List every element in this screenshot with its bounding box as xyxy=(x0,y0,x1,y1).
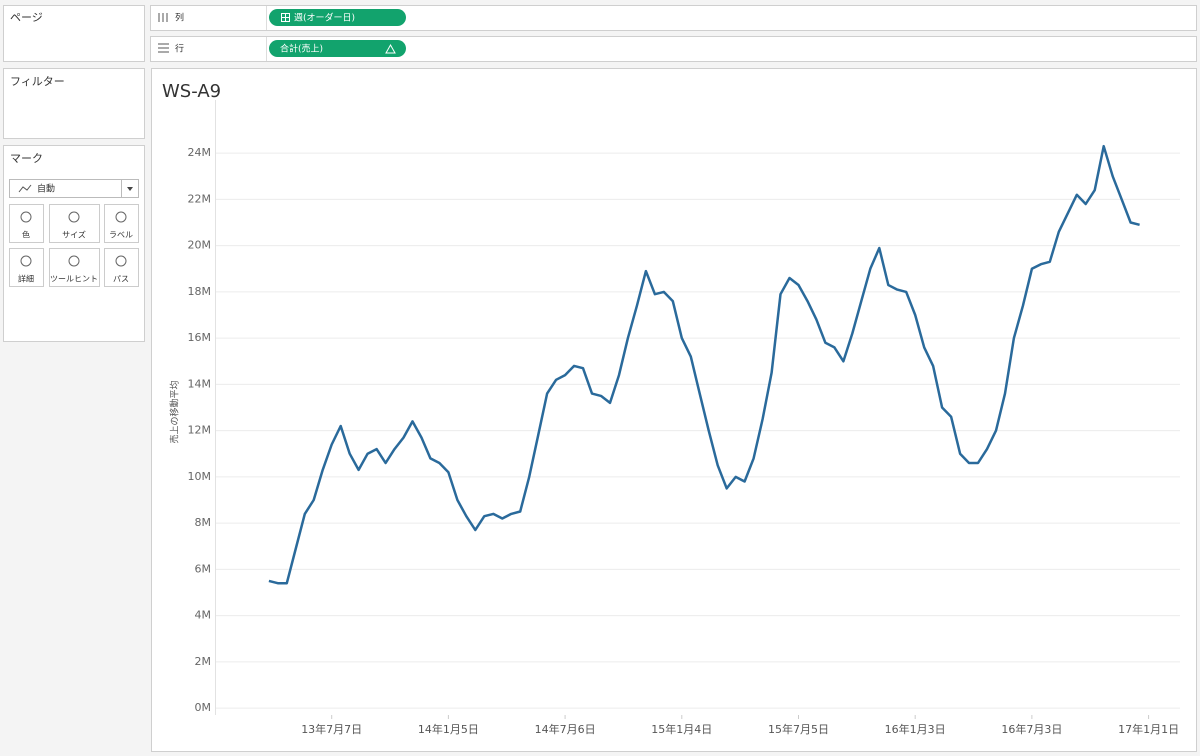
y-tick-label: 14M xyxy=(188,377,212,390)
mark-type-dropdown[interactable] xyxy=(9,179,139,198)
marks-card xyxy=(3,145,145,342)
series-line xyxy=(268,144,1140,585)
pill-date-icon xyxy=(281,13,290,22)
marks-title: マーク xyxy=(10,152,43,165)
mark-button[interactable] xyxy=(104,248,139,287)
x-tick-label: 14年1月5日 xyxy=(418,722,479,736)
y-tick-label: 4M xyxy=(195,609,212,622)
y-axis-title: 売上の移動平均 xyxy=(169,380,181,443)
y-tick-label: 24M xyxy=(188,146,212,159)
pages-title: ページ xyxy=(10,11,43,24)
table-calc-icon xyxy=(385,43,396,54)
y-tick-label: 0M xyxy=(195,701,212,714)
x-tick-label: 16年7月3日 xyxy=(1001,722,1062,736)
mark-button-label: 色 xyxy=(22,230,30,240)
y-tick-label: 6M xyxy=(195,562,212,575)
mark-button[interactable] xyxy=(9,248,44,287)
mark-button-icon xyxy=(20,255,32,267)
plot: 0M 2M 4M 6M 8M 10M 12M 14M 16M 18M 20M 22M 24M 13年7月7… xyxy=(188,100,1180,736)
mark-button[interactable] xyxy=(49,204,100,243)
mark-button-icon xyxy=(68,211,80,223)
x-tick-label: 17年1月1日 xyxy=(1118,722,1179,736)
columns-label: 列 xyxy=(175,12,184,24)
rows-label: 行 xyxy=(175,43,184,55)
columns-icon xyxy=(158,13,168,22)
x-tick-label: 13年7月7日 xyxy=(301,722,362,736)
line-icon xyxy=(18,184,32,193)
mark-button[interactable] xyxy=(9,204,44,243)
columns-pill[interactable] xyxy=(269,9,406,26)
y-tick-label: 22M xyxy=(188,192,212,205)
mark-button-label: サイズ xyxy=(62,230,86,240)
mark-button-label: ラベル xyxy=(109,231,133,240)
y-tick-label: 12M xyxy=(188,424,212,437)
rows-pill[interactable] xyxy=(269,40,406,57)
mark-type: 自動 xyxy=(37,183,55,195)
x-tick-label: 14年7月6日 xyxy=(535,722,596,736)
mark-button[interactable] xyxy=(49,248,100,287)
y-tick-label: 20M xyxy=(188,239,212,252)
filters-card xyxy=(3,68,145,139)
rows-icon xyxy=(158,43,169,53)
y-tick-label: 18M xyxy=(188,285,212,298)
pages-card xyxy=(3,5,145,62)
y-tick-label: 8M xyxy=(195,516,212,529)
rows-pill-text: 合計(売上) xyxy=(280,43,323,55)
mark-button-label: 詳細 xyxy=(18,274,34,284)
dropdown-arrow xyxy=(127,187,133,191)
view-panel xyxy=(151,68,1197,752)
x-tick-label: 16年1月3日 xyxy=(885,722,946,736)
columns-pill-text: 週(オーダー日) xyxy=(294,12,355,24)
x-tick-label: 15年7月5日 xyxy=(768,722,829,736)
mark-button[interactable] xyxy=(104,204,139,243)
mark-button-label: ツールヒント xyxy=(50,275,98,284)
y-tick-label: 2M xyxy=(195,655,212,668)
mark-button-icon xyxy=(115,255,127,267)
y-tick-label: 16M xyxy=(188,331,212,344)
mark-button-label: パス xyxy=(113,275,129,284)
chart-title: WS-A9 xyxy=(162,81,221,102)
mark-button-icon xyxy=(68,255,80,267)
mark-button-icon xyxy=(20,211,32,223)
x-tick-label: 15年1月4日 xyxy=(651,722,712,736)
mark-button-icon xyxy=(115,211,127,223)
y-tick-label: 10M xyxy=(188,470,212,483)
filters-title: フィルター xyxy=(10,75,65,88)
